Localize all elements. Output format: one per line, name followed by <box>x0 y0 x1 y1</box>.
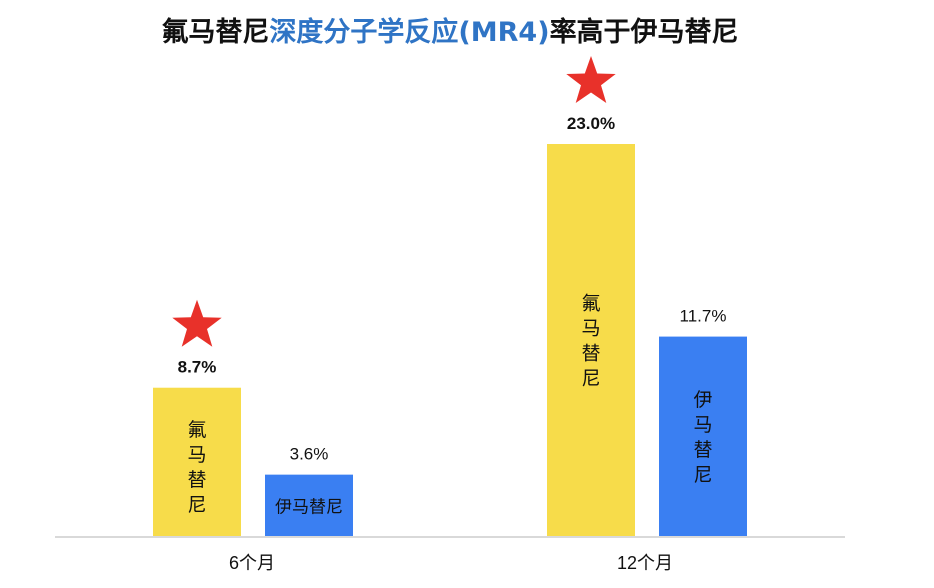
bar-series-label: 氟 <box>581 293 600 315</box>
bar-series-label: 替 <box>693 439 712 461</box>
bar-series-label: 替 <box>187 469 206 491</box>
star-icon <box>172 299 222 347</box>
bar-series-label: 伊 <box>693 389 712 411</box>
bar-series-label: 伊马替尼 <box>275 497 343 517</box>
bar <box>265 474 353 536</box>
bar-series-label: 马 <box>581 318 600 340</box>
bar-series-label: 替 <box>581 343 600 365</box>
title-highlight: 深度分子学反应(MR4) <box>269 17 550 48</box>
x-tick-label: 12个月 <box>617 553 673 573</box>
x-tick-label: 6个月 <box>229 553 275 573</box>
data-label: 23.0% <box>567 114 615 133</box>
data-label: 3.6% <box>290 445 329 464</box>
bar-series-label: 氟 <box>187 419 206 441</box>
bar <box>547 144 635 536</box>
star-icon <box>566 56 616 103</box>
title-suffix: 率高于伊马替尼 <box>549 17 739 48</box>
bar-series-label: 马 <box>187 444 206 466</box>
bar-series-label: 尼 <box>693 464 712 486</box>
chart-title: 氟马替尼深度分子学反应(MR4)率高于伊马替尼 <box>0 10 900 49</box>
bar-series-label: 尼 <box>187 494 206 516</box>
bar <box>153 387 241 536</box>
data-label: 11.7% <box>680 307 727 326</box>
bar-series-label: 马 <box>693 414 712 436</box>
bar <box>659 336 747 536</box>
data-label: 8.7% <box>178 358 217 377</box>
title-prefix: 氟马替尼 <box>161 17 270 48</box>
bar-series-label: 尼 <box>581 368 600 390</box>
